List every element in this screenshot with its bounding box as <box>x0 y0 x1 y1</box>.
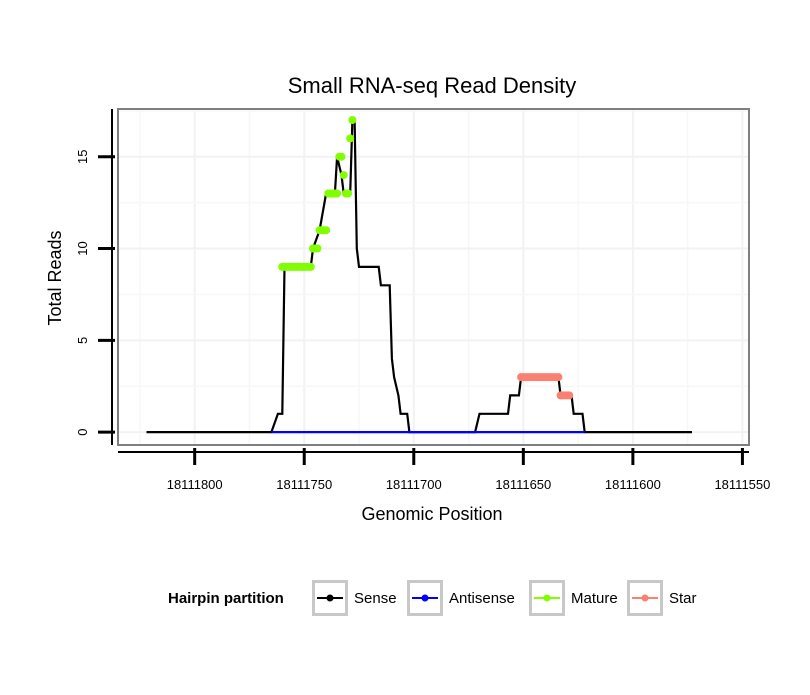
x-tick-label: 18111700 <box>386 477 442 492</box>
legend-label: Mature <box>571 590 618 607</box>
data-point-mature <box>348 116 357 124</box>
y-tick-label: 0 <box>75 429 90 436</box>
legend-item-mature: Mature <box>529 580 618 616</box>
series-star <box>517 373 574 400</box>
y-tick-label: 5 <box>75 337 90 344</box>
data-point-star <box>565 391 574 400</box>
series-mature <box>278 116 357 271</box>
legend-label: Star <box>669 590 697 607</box>
y-axis-label: Total Reads <box>45 230 65 325</box>
legend-item-star: Star <box>627 580 697 616</box>
x-tick-label: 18111650 <box>495 477 551 492</box>
x-tick-label: 18111550 <box>714 477 770 492</box>
y-tick-label: 15 <box>75 150 90 164</box>
legend-key-dot <box>421 594 429 602</box>
legend-label: Sense <box>354 590 397 607</box>
plot-panel-border <box>117 108 750 446</box>
y-tick-label: 10 <box>75 241 90 255</box>
legend-key-dot <box>326 594 334 602</box>
legend-key-dot <box>641 594 649 602</box>
data-point-mature <box>322 226 331 235</box>
legend-item-antisense: Antisense <box>407 580 515 616</box>
legend-key-dot <box>543 594 551 602</box>
data-point-mature <box>346 134 355 143</box>
y-axis: 0 5 10 15 <box>75 109 115 445</box>
data-point-mature <box>306 262 315 271</box>
x-tick-label: 18111750 <box>276 477 332 492</box>
legend-title: Hairpin partition <box>168 590 284 607</box>
data-point-mature <box>333 189 342 198</box>
legend-label: Antisense <box>449 590 515 607</box>
x-tick-label: 18111600 <box>605 477 661 492</box>
data-point-mature <box>344 189 353 198</box>
data-point-mature <box>313 244 322 253</box>
data-point-star <box>554 373 563 382</box>
series-layer <box>146 116 692 434</box>
x-axis-label: Genomic Position <box>361 504 502 524</box>
data-point-mature <box>339 171 348 180</box>
x-axis: 18111800 18111750 18111700 18111650 18111600… <box>118 448 770 492</box>
data-point-mature <box>337 152 346 161</box>
legend: Hairpin partition Sense Antisense Mature St… <box>168 580 697 616</box>
legend-item-sense: Sense <box>312 580 397 616</box>
chart-title: Small RNA-seq Read Density <box>288 73 577 98</box>
x-tick-label: 18111800 <box>167 477 223 492</box>
